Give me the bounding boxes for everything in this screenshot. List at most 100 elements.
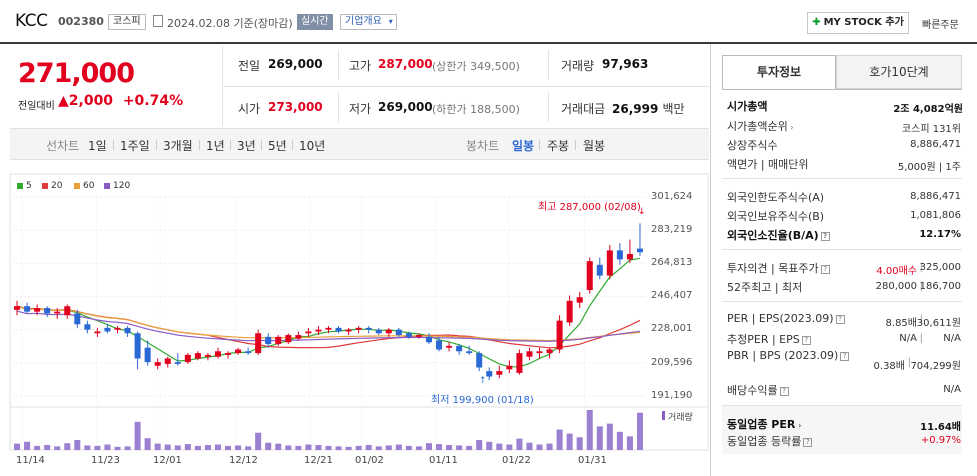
market-cap-rank-label[interactable]: 시가총액순위 › bbox=[727, 120, 794, 133]
candle-body bbox=[556, 320, 563, 350]
candle-body bbox=[345, 329, 352, 332]
candle-body bbox=[496, 371, 503, 375]
candle-body bbox=[425, 336, 432, 343]
volume-bar bbox=[275, 443, 282, 450]
est-per-label: 추정PER | EPS? bbox=[727, 331, 811, 347]
volume-bar bbox=[144, 438, 151, 450]
foreign-ratio-label: 외국인소진율(B/A)? bbox=[727, 227, 830, 243]
candle-body bbox=[385, 329, 392, 334]
low-annotation: 최저 199,900 (01/18) bbox=[431, 395, 534, 406]
help-icon[interactable]: ? bbox=[835, 314, 845, 324]
help-icon[interactable]: ? bbox=[820, 231, 830, 241]
candle-body bbox=[194, 353, 201, 359]
help-icon[interactable]: ? bbox=[803, 437, 813, 447]
open-value: 273,000 bbox=[268, 100, 323, 114]
volume-bar bbox=[395, 444, 402, 450]
volume-bar bbox=[214, 444, 221, 450]
candle-body bbox=[576, 297, 583, 303]
candle-monthly[interactable]: 월봉 bbox=[583, 139, 606, 153]
divider bbox=[722, 178, 962, 179]
x-tick: 12/12 bbox=[229, 455, 258, 466]
candle-body bbox=[365, 327, 372, 330]
candle-body bbox=[526, 351, 533, 357]
sector-box bbox=[722, 406, 962, 454]
pbr-label: PBR | BPS (2023.09)? bbox=[727, 349, 850, 362]
volume-bar bbox=[74, 440, 81, 450]
volume-bar bbox=[235, 445, 242, 450]
est-per-value: N/A bbox=[899, 333, 917, 344]
candle-daily[interactable]: 일봉 bbox=[512, 139, 535, 153]
tab-investment-info[interactable]: 투자정보 bbox=[722, 55, 836, 89]
help-icon[interactable]: ? bbox=[840, 351, 850, 361]
volume-bar bbox=[596, 426, 603, 450]
volume-bar bbox=[24, 441, 31, 450]
sector-change-value: +0.97% bbox=[920, 435, 961, 446]
candle-body bbox=[275, 336, 282, 345]
period-3y[interactable]: 3년 bbox=[237, 139, 256, 153]
listed-shares-label: 상장주식수 bbox=[727, 139, 778, 152]
y-tick: 191,190 bbox=[651, 390, 693, 401]
volume-bar bbox=[496, 443, 503, 450]
volume-bar bbox=[325, 445, 332, 450]
candle-body bbox=[305, 331, 312, 334]
chevron-right-icon: › bbox=[787, 123, 794, 132]
volume-bar bbox=[436, 444, 443, 450]
help-icon[interactable]: ? bbox=[779, 386, 789, 396]
candle-body bbox=[44, 308, 51, 314]
candle-body bbox=[486, 371, 493, 377]
volume-bar bbox=[305, 444, 312, 450]
period-1d[interactable]: 1일 bbox=[88, 139, 107, 153]
dividend-value: N/A bbox=[943, 384, 961, 395]
volume-bar bbox=[385, 445, 392, 450]
quick-order-link[interactable]: 빠른주문 bbox=[922, 20, 959, 31]
week52-high-value: 280,000 bbox=[875, 281, 917, 292]
volume-bar bbox=[506, 444, 513, 450]
help-icon[interactable]: ? bbox=[801, 335, 811, 345]
legend-ma60: 60 bbox=[74, 181, 94, 191]
period-1w[interactable]: 1주일 bbox=[120, 139, 150, 153]
week52-label: 52주최고 | 최저 bbox=[727, 281, 803, 294]
market-cap-rank-value: 코스피 131위 bbox=[901, 124, 961, 135]
chevron-right-icon: › bbox=[795, 421, 802, 430]
period-1y[interactable]: 1년 bbox=[206, 139, 225, 153]
volume-bar bbox=[94, 445, 101, 450]
candle-body bbox=[315, 329, 322, 332]
trade-amount-label: 거래대금 bbox=[561, 102, 606, 116]
tab-orderbook[interactable]: 호가10단계 bbox=[836, 55, 962, 89]
company-info-dropdown[interactable]: 기업개요 ▾ bbox=[340, 14, 397, 30]
candle-chart-label: 봉차트 bbox=[466, 139, 500, 153]
company-name: KCC bbox=[15, 11, 48, 31]
candle-body bbox=[456, 345, 463, 352]
sector-per-label[interactable]: 동일업종 PER › bbox=[727, 418, 802, 431]
volume-bar bbox=[204, 445, 211, 450]
prev-close-value: 269,000 bbox=[268, 57, 323, 71]
candle-body bbox=[466, 351, 473, 354]
volume-bar bbox=[64, 443, 71, 450]
period-10y[interactable]: 10년 bbox=[299, 139, 326, 153]
add-my-stock-button[interactable]: ✚ MY STOCK 추가 bbox=[807, 12, 909, 34]
separator: | bbox=[919, 262, 923, 273]
ma120-line bbox=[16, 310, 641, 342]
candle-body bbox=[34, 308, 41, 312]
opinion-label: 투자의견 | 목표주가? bbox=[727, 260, 830, 276]
foreign-ratio-value: 12.17% bbox=[919, 229, 961, 240]
stock-code: 002380 bbox=[58, 15, 104, 28]
period-5y[interactable]: 5년 bbox=[268, 139, 287, 153]
candle-weekly[interactable]: 주봉 bbox=[547, 139, 570, 153]
candle-body bbox=[144, 347, 151, 363]
realtime-badge[interactable]: 실시간 bbox=[297, 14, 333, 30]
volume-bar bbox=[265, 442, 272, 450]
period-3m[interactable]: 3개월 bbox=[163, 139, 193, 153]
help-icon[interactable]: ? bbox=[820, 264, 830, 274]
foreign-holding-value: 1,081,806 bbox=[910, 210, 961, 221]
market-cap-label: 시가총액 bbox=[727, 100, 768, 113]
volume-bar bbox=[626, 436, 633, 450]
candle-body bbox=[265, 336, 272, 345]
pbr-value: 0.38배 bbox=[873, 361, 905, 372]
candle-body bbox=[586, 261, 593, 291]
bps-value: 704,299원 bbox=[910, 361, 961, 372]
target-price-value: 325,000 bbox=[919, 262, 961, 273]
legend-ma120: 120 bbox=[104, 181, 130, 191]
candle-body bbox=[616, 250, 623, 260]
